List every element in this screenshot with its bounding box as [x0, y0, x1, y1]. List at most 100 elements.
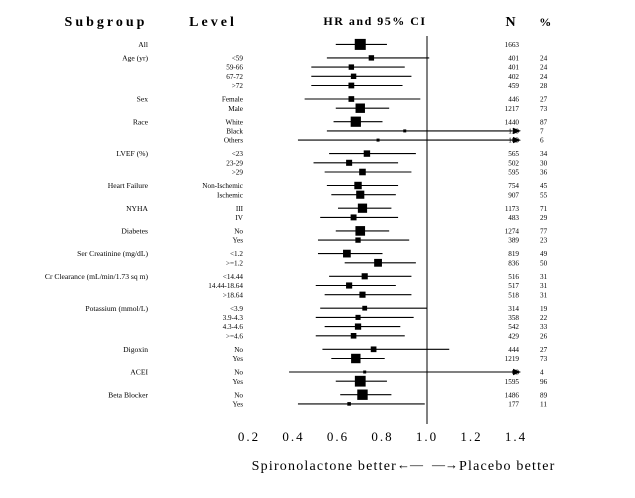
forest-row: 67-72 402 24: [226, 73, 547, 81]
level-label: <1.2: [230, 250, 243, 258]
column-header-hr-ci: HR and 95% CI: [323, 14, 426, 28]
level-label: No: [234, 228, 243, 236]
forest-row: 23-29 502 30: [226, 159, 547, 167]
forest-row: 59-66 401 24: [226, 64, 547, 72]
n-value: 1486: [505, 391, 520, 399]
forest-row: 3.9-4.3 358 22: [223, 314, 548, 322]
n-value: 1663: [505, 41, 520, 49]
forest-row: No 68 4: [234, 369, 544, 377]
pct-value: 11: [540, 401, 547, 409]
left-arrow-icon: ←—: [397, 457, 424, 472]
hr-marker: [355, 226, 366, 236]
hr-marker: [354, 375, 366, 387]
forest-row: No 444 27: [234, 346, 547, 354]
forest-row: 1663: [335, 38, 520, 50]
level-label: Male: [228, 105, 243, 113]
pct-value: 7: [540, 128, 544, 136]
pct-value: 19: [540, 305, 548, 313]
n-value: 446: [508, 96, 519, 104]
level-label: <3.9: [230, 305, 243, 313]
hr-marker: [376, 138, 380, 142]
right-arrow-icon: —→: [431, 457, 458, 472]
footer-caption: Spironolactone better ←— —→ Placebo bett…: [252, 457, 555, 474]
hr-marker: [354, 181, 362, 190]
n-value: 836: [508, 259, 519, 267]
pct-value: 77: [540, 228, 548, 236]
level-label: No: [234, 346, 243, 354]
level-label: Yes: [233, 355, 244, 363]
footer-left-label: Spironolactone better: [252, 459, 397, 474]
hr-marker: [357, 389, 368, 400]
level-label: No: [234, 391, 243, 399]
pct-value: 87: [540, 118, 548, 126]
level-label: No: [234, 369, 243, 377]
hr-marker: [348, 96, 355, 102]
n-value: 1217: [505, 105, 520, 113]
hr-marker: [359, 291, 366, 298]
hr-marker: [350, 214, 357, 221]
n-value: 1274: [505, 228, 520, 236]
forest-row: Male 1217 73: [228, 103, 548, 113]
column-headers: Subgroup Level HR and 95% CI N %: [65, 14, 552, 30]
hr-marker: [355, 237, 361, 243]
n-value: 502: [508, 159, 519, 167]
hr-marker: [370, 346, 377, 353]
n-value: 429: [508, 332, 519, 340]
forest-row: No 1486 89: [234, 389, 548, 400]
level-label: >=1.2: [226, 259, 243, 267]
pct-value: 29: [540, 214, 548, 222]
forest-row: 14.44-18.64 517 31: [208, 282, 547, 290]
forest-row: >=4.6 429 26: [226, 332, 548, 340]
level-label: <23: [232, 150, 244, 158]
pct-value: 45: [540, 182, 548, 190]
pct-value: 31: [540, 291, 548, 299]
n-value: 1440: [505, 118, 520, 126]
pct-value: 27: [540, 96, 548, 104]
n-value: 518: [508, 291, 519, 299]
hr-marker: [354, 38, 366, 50]
level-label: 3.9-4.3: [223, 314, 244, 322]
forest-row: <3.9 314 19: [230, 305, 548, 313]
plot-body: 0.2 0.4 0.6 0.8 1.0 1.2 1.4 All 1663 Age (yr) <59 4…: [45, 36, 548, 444]
forest-row: Female 446 27: [222, 96, 548, 104]
n-value: 389: [508, 237, 519, 245]
level-label: 23-29: [226, 159, 243, 167]
pct-value: 55: [540, 191, 548, 199]
x-tick-label: 0.2: [238, 429, 260, 444]
hr-marker: [363, 370, 367, 374]
level-label: <59: [232, 55, 244, 63]
forest-row: No 1274 77: [234, 226, 548, 236]
forest-row: <23 565 34: [232, 150, 548, 158]
hr-marker: [343, 249, 351, 258]
pct-value: 30: [540, 159, 548, 167]
pct-value: 96: [540, 378, 548, 386]
subgroup-label: Heart Failure: [108, 181, 149, 190]
hr-marker: [346, 282, 353, 289]
hr-marker: [355, 103, 365, 113]
ci-arrow-icon: [513, 136, 521, 144]
hr-marker: [354, 323, 362, 330]
level-label: Yes: [233, 378, 244, 386]
subgroup-label: Sex: [137, 95, 149, 104]
subgroup-label: Age (yr): [122, 54, 148, 63]
n-value: 120: [508, 128, 519, 136]
hr-marker: [347, 402, 351, 406]
forest-row: Others 103 6: [224, 137, 544, 145]
ci-arrow-icon: [513, 368, 521, 376]
forest-row: III 1173 71: [236, 203, 548, 213]
pct-value: 24: [540, 64, 548, 72]
pct-value: 28: [540, 82, 548, 90]
hr-marker: [359, 168, 366, 176]
hr-marker: [346, 159, 353, 166]
forest-row: Yes 1219 73: [233, 353, 548, 364]
n-value: 1173: [505, 205, 520, 213]
pct-value: 23: [540, 237, 548, 245]
x-tick-label: 0.6: [327, 429, 349, 444]
level-label: >29: [232, 169, 244, 177]
hr-marker: [348, 82, 355, 89]
hr-marker: [350, 333, 357, 339]
hr-marker: [356, 190, 365, 199]
pct-value: 71: [540, 205, 548, 213]
